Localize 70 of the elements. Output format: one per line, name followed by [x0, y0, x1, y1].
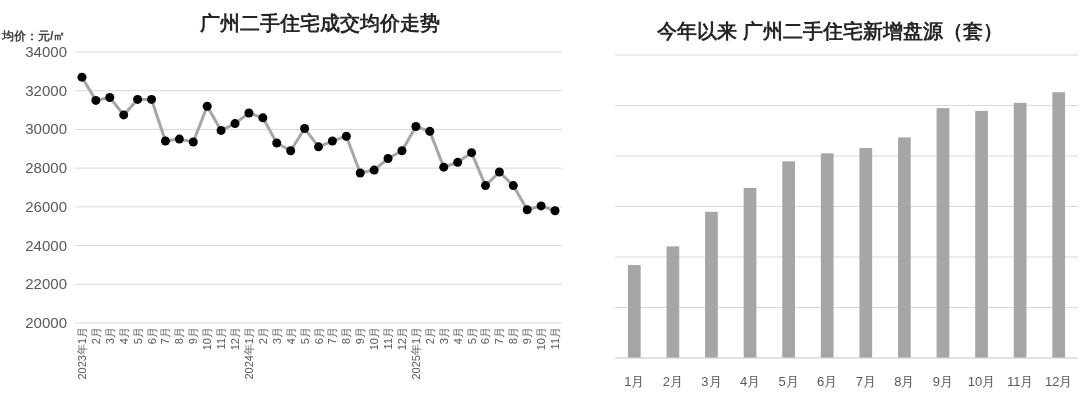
y-tick-label: 26000	[25, 197, 67, 215]
x-tick-label: 7月	[493, 327, 506, 345]
bar	[936, 108, 950, 358]
y-tick-label: 28000	[25, 159, 67, 177]
x-tick-label: 8月	[340, 327, 353, 345]
bar	[782, 161, 795, 358]
x-tick-label: 9月	[521, 327, 534, 345]
bar	[820, 153, 834, 358]
x-tick-label: 10月	[967, 374, 996, 389]
bar	[627, 264, 641, 358]
x-tick-label: 2025年1月	[409, 327, 422, 380]
x-tick-label: 3月	[701, 374, 722, 389]
y-axis-title: 均价：元/㎡	[1, 29, 66, 43]
x-tick-label: 4月	[451, 327, 464, 345]
y-tick-label: 32000	[25, 81, 67, 99]
x-tick-label: 5月	[298, 327, 311, 345]
bar	[743, 187, 757, 358]
x-tick-label: 8月	[894, 374, 915, 389]
x-tick-label: 2024年1月	[242, 327, 255, 380]
x-tick-label: 4月	[284, 327, 297, 345]
bar	[975, 110, 988, 358]
x-tick-label: 11月	[549, 327, 562, 350]
x-tick-label: 5月	[131, 327, 144, 345]
x-tick-label: 12月	[229, 327, 242, 351]
bar	[1052, 92, 1066, 358]
x-tick-label: 2月	[662, 374, 683, 389]
x-tick-label: 12月	[1044, 374, 1073, 389]
x-tick-label: 1月	[624, 374, 645, 389]
y-tick-label: 34000	[25, 43, 67, 60]
x-tick-label: 3月	[270, 327, 283, 345]
x-tick-label: 9月	[354, 327, 367, 345]
x-tick-label: 7月	[855, 374, 876, 389]
x-tick-label: 7月	[159, 327, 172, 345]
x-tick-label: 4月	[117, 327, 130, 345]
x-tick-label: 2月	[89, 327, 102, 345]
x-tick-label: 6月	[479, 327, 492, 345]
bar	[1013, 102, 1027, 358]
x-tick-label: 5月	[778, 374, 799, 389]
x-tick-label: 11月	[382, 327, 395, 350]
x-tick-label: 10月	[368, 327, 381, 351]
x-tick-label: 7月	[326, 327, 339, 345]
chart-title: 今年以来 广州二手住宅新增盘源（套）	[656, 20, 1003, 42]
y-tick-label: 20000	[25, 314, 67, 331]
y-tick-label: 22000	[25, 275, 67, 293]
x-tick-label: 2月	[423, 327, 436, 345]
x-tick-label: 8月	[507, 327, 520, 345]
x-tick-label: 12月	[395, 327, 408, 351]
x-tick-label: 2月	[256, 327, 269, 345]
bar	[859, 148, 873, 358]
x-tick-label: 6月	[817, 374, 838, 389]
x-tick-label: 3月	[103, 327, 116, 345]
x-tick-label: 3月	[437, 327, 450, 345]
x-tick-label: 4月	[739, 374, 761, 389]
x-tick-label: 6月	[312, 327, 325, 345]
x-tick-label: 5月	[465, 327, 478, 345]
bar	[705, 211, 718, 358]
bar	[666, 246, 680, 358]
x-tick-label: 9月	[932, 374, 954, 389]
x-tick-label: 11月	[215, 327, 228, 350]
chart-title: 广州二手住宅成交均价走势	[199, 12, 440, 34]
x-tick-label: 9月	[187, 327, 200, 345]
x-tick-label: 11月	[1006, 374, 1034, 389]
bar	[898, 137, 911, 358]
x-tick-label: 8月	[173, 327, 186, 345]
x-tick-label: 2023年1月	[75, 327, 88, 380]
y-tick-label: 24000	[25, 236, 67, 254]
x-tick-label: 10月	[535, 327, 548, 351]
y-tick-label: 30000	[25, 120, 67, 138]
x-tick-label: 10月	[201, 327, 214, 351]
x-tick-label: 6月	[145, 327, 158, 345]
